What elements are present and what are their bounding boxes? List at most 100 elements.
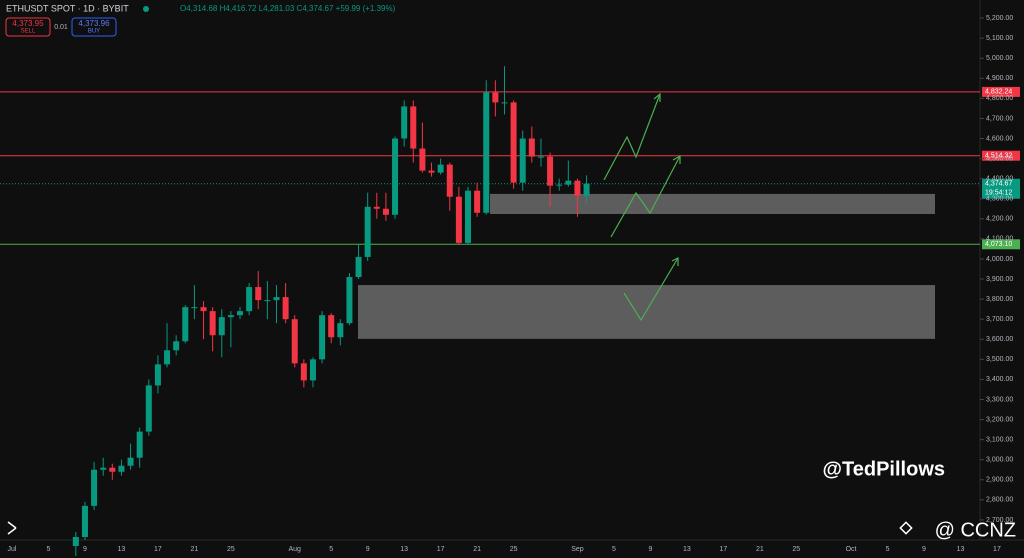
candle-body [474,190,481,213]
candle-body [547,156,554,186]
candle-body [282,297,289,320]
y-tick-label: 3,800.00 [986,296,1013,303]
candle-body [118,465,125,472]
candle-body [556,184,563,186]
y-tick-label: 4,800.00 [986,95,1013,102]
candle-body [300,363,307,381]
arrow-head [671,257,679,266]
candle-body [455,196,462,243]
candle-body [246,287,253,312]
x-tick-label: 13 [957,546,965,553]
candle-body [328,315,335,338]
candle-body [237,311,243,316]
x-tick-label: 5 [329,546,333,553]
price-tag [982,150,1020,161]
price-tag-label: 4,514.32 [985,153,1012,160]
candle-body [164,350,171,365]
y-tick-label: 3,700.00 [986,316,1013,323]
x-tick-label: 21 [473,546,481,553]
candle-body [373,206,380,209]
x-tick-label: 25 [792,546,800,553]
y-tick-label: 3,200.00 [986,416,1013,423]
x-tick-label: Aug [288,546,301,553]
y-tick-label: 4,200.00 [986,216,1013,223]
candle-body [200,307,207,312]
price-tag [982,239,1020,250]
candle-body [346,277,353,324]
candle-body [309,359,316,381]
candle-body [419,148,426,171]
y-tick-label: 4,100.00 [986,236,1013,243]
ohlc: O4,314.68 H4,416.72 L4,281.03 C4,374.67 … [180,4,396,13]
x-tick-label: 25 [227,546,235,553]
x-tick-label: 5 [47,546,51,553]
candle-body [446,164,453,197]
price-tag-label: 4,832.24 [985,89,1012,96]
candle-body [154,364,161,386]
x-tick-label: 17 [993,546,1001,553]
candle-body [109,467,116,472]
candle-body [337,323,344,338]
zones [358,193,935,339]
candle-body [173,341,180,351]
x-tick-label: 25 [510,546,518,553]
candle-body [364,206,371,257]
y-tick-label: 4,500.00 [986,155,1013,162]
arrow [603,93,661,181]
x-tick-label: Sep [571,546,584,553]
candle-body [392,138,399,215]
x-tick-label: 9 [366,546,370,553]
candle-body [136,431,143,458]
candle-body [218,317,225,336]
y-tick-label: 3,400.00 [986,376,1013,383]
x-tick-label: Oct [846,546,857,553]
candle-body [191,307,198,309]
price-tag [982,178,1020,199]
logo [7,521,913,535]
tv-logo [7,521,17,535]
candle-body [401,106,408,139]
sell-button[interactable] [5,17,51,37]
x-tick-label: 21 [756,546,764,553]
y-tick-label: 5,000.00 [986,55,1013,62]
x-tick-label: Jul [8,546,17,553]
candle-body [537,156,544,158]
arrow [610,155,681,238]
y-tick-label: 3,000.00 [986,457,1013,464]
y-tick-label: 3,500.00 [986,356,1013,363]
arrow-head [653,92,661,102]
author-watermark: @TedPillows [823,458,945,480]
symbol: ETHUSDT SPOT · 1D · BYBIT [6,3,129,13]
price-tag-label: 4,374.67 [985,181,1012,188]
source-watermark: @ CCNZ [935,519,1016,541]
y-tick-label: 4,000.00 [986,256,1013,263]
candle-body [273,297,280,301]
candle-body [72,536,79,547]
candle-body [264,300,271,302]
buy-price: 4,373.96 [78,19,110,28]
candle-body [145,385,152,432]
price-tag-label: 4,073.10 [985,241,1012,248]
zone [490,193,935,214]
x-tick-label: 17 [719,546,727,553]
x-tick-label: 21 [191,546,199,553]
y-tick-label: 3,600.00 [986,336,1013,343]
buy-button[interactable] [71,17,117,37]
candle-body [182,307,189,342]
y-tick-label: 4,600.00 [986,135,1013,142]
x-tick-label: 9 [83,546,87,553]
candle-body [492,92,499,103]
x-tick-label: 13 [683,546,691,553]
quantity: 0.01 [54,24,68,31]
axes: 2,700.00 2,800.00 2,900.00 3,000.00 3,100.00… [8,15,1014,553]
y-tick-label: 5,200.00 [986,15,1013,22]
candle-body [100,467,107,470]
candle-body [127,457,134,466]
candle-body [81,505,88,537]
y-tick-label: 2,700.00 [986,517,1013,524]
y-tick-label: 3,100.00 [986,436,1013,443]
sell-label: SELL [21,29,36,35]
